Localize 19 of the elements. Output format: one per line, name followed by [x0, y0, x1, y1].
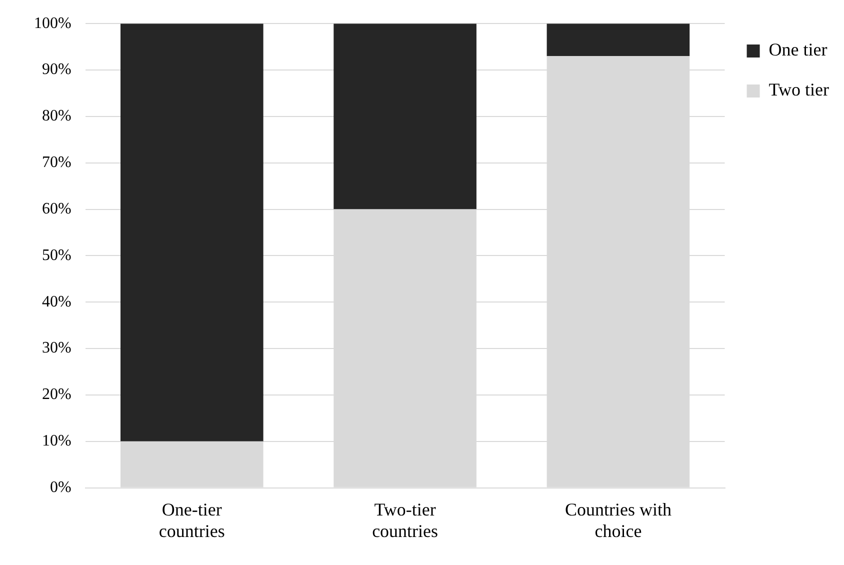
x-tick-label: One-tier countries: [158, 499, 225, 541]
y-tick-label: 50%: [42, 246, 72, 264]
y-tick-label: 0%: [50, 479, 72, 496]
legend-label: One tier: [768, 40, 828, 60]
y-tick-label: 80%: [42, 108, 72, 125]
y-tick-label: 70%: [42, 154, 72, 172]
y-tick-label: 90%: [42, 61, 72, 78]
bar: [546, 24, 690, 56]
y-tick-label: 30%: [42, 340, 72, 357]
x-tick-label: Countries with choice: [564, 499, 672, 541]
legend-label: Two tier: [768, 80, 830, 100]
bar: [120, 24, 264, 442]
x-tick-label: Two-tier countries: [372, 499, 438, 541]
bar: [334, 24, 476, 210]
y-tick-label: 40%: [42, 293, 72, 310]
y-tick-label: 10%: [42, 432, 72, 450]
y-tick-label: 20%: [42, 386, 72, 404]
y-tick-label: 100%: [34, 14, 72, 32]
y-tick-label: 60%: [42, 200, 72, 218]
